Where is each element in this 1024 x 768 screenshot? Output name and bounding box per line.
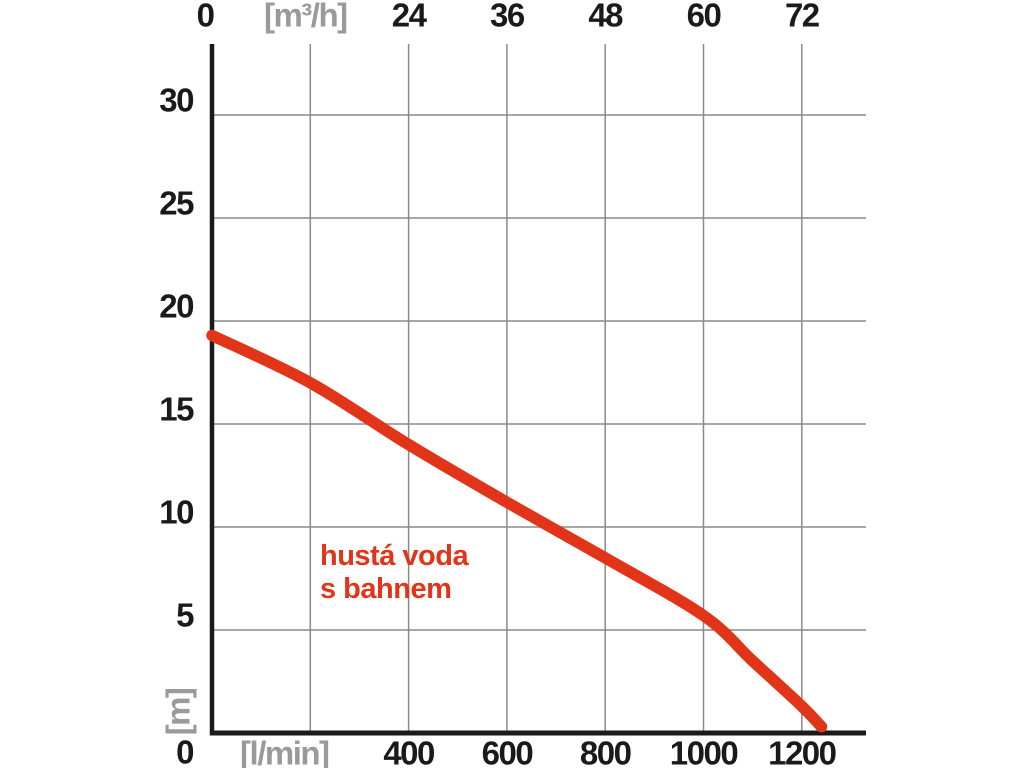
curve-annotation: hustá voda s bahnem [320,540,469,606]
bottom-axis-label: 1000 [669,734,739,768]
curve-annotation-line2: s bahnem [320,573,452,605]
bottom-axis-label: 1200 [768,734,837,768]
left-axis-label: 0 [176,733,194,768]
top-axis-label: 60 [686,0,722,34]
top-axis-label: [m³/h] [263,0,348,34]
bottom-axis-label: [l/min] [240,734,330,768]
left-axis-label: 5 [176,596,194,634]
top-axis-label: 48 [588,0,623,34]
bottom-axis-label: 600 [481,734,534,768]
top-axis-label: 72 [784,0,820,34]
pump-curve [206,329,828,733]
bottom-axis-label: 800 [579,734,632,768]
left-axis-label: 25 [159,184,194,222]
left-axis-unit-label: [m] [159,688,197,736]
left-axis-label: 10 [159,493,194,531]
left-axis-label: 20 [159,287,194,325]
top-axis-label: 24 [391,0,427,34]
top-axis-label: 0 [196,0,215,34]
left-axis-label: 15 [159,390,194,428]
left-axis-label: 30 [159,81,194,119]
top-axis-label: 36 [490,0,525,34]
bottom-axis-label: 400 [383,734,435,768]
curve-annotation-line1: hustá voda [320,540,469,572]
